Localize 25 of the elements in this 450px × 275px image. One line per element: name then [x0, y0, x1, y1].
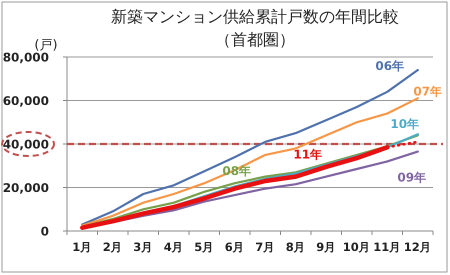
series-label: 11年	[293, 148, 322, 162]
series-label: 06年	[375, 59, 404, 74]
x-tick-label: 2月	[102, 240, 123, 254]
x-tick-label: 8月	[286, 240, 306, 254]
x-tick-label: 10月	[342, 240, 371, 254]
y-tick-label: 80,000	[2, 50, 49, 64]
x-tick-label: 11月	[373, 240, 402, 254]
y-axis-title: (戸)	[34, 38, 58, 53]
series-label: 09年	[397, 170, 426, 185]
chart-title: 新築マンション供給累計戸数の年間比較	[111, 7, 399, 26]
y-tick-label: 40,000	[2, 138, 49, 152]
x-tick-label: 7月	[255, 240, 276, 254]
x-tick-label: 5月	[194, 240, 214, 254]
series-label: 07年	[413, 84, 442, 98]
x-tick-label: 4月	[164, 240, 184, 254]
x-tick-label: 12月	[404, 240, 432, 254]
chart-subtitle: （首都圏）	[215, 30, 295, 49]
y-tick-label: 0	[40, 224, 49, 238]
x-tick-label: 9月	[316, 240, 336, 254]
series-label: 10年	[390, 117, 420, 132]
x-tick-label: 1月	[72, 240, 92, 254]
x-tick-label: 3月	[133, 240, 154, 254]
y-tick-label: 20,000	[2, 181, 49, 195]
y-tick-label: 60,000	[2, 94, 49, 108]
x-tick-label: 6月	[224, 240, 245, 254]
